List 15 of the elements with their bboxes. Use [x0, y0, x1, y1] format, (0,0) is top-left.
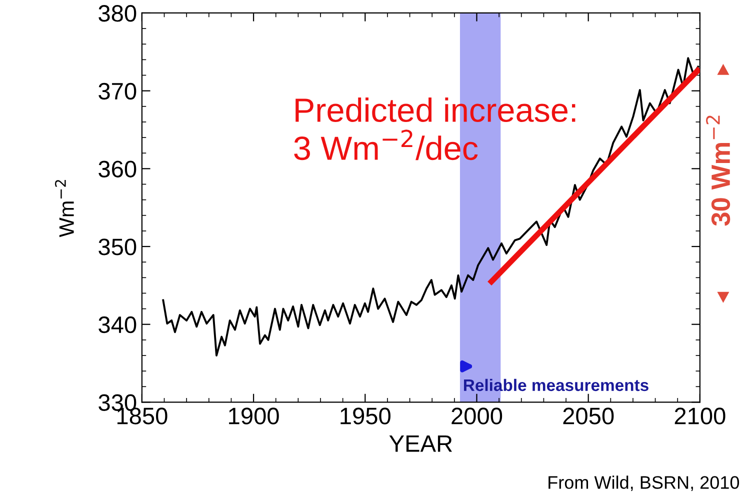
y-tick-label: 340 — [98, 316, 136, 334]
y-tick-label: 350 — [98, 238, 136, 256]
annotation: Predicted increase: 3 Wm$^{−2}$/dec — [294, 98, 576, 160]
x-tick-label: 2050 — [563, 408, 614, 424]
x-tick-label: 2000 — [452, 408, 502, 424]
y-tick-label: 360 — [98, 160, 136, 178]
text: 30 Wm$^{−2}$ — [706, 116, 730, 226]
x-tick-label: 1900 — [229, 408, 279, 424]
text: From Wild, BSRN, 2010 — [548, 476, 740, 492]
y-tick-label: 380 — [98, 5, 136, 22]
y-axis-title: Wm$^{−2}$ — [54, 180, 74, 238]
y-tick-label: 370 — [98, 82, 136, 100]
x-axis-title: YEAR — [389, 435, 452, 452]
x-tick-label: 1950 — [340, 408, 390, 424]
x-tick-label: 2100 — [674, 408, 726, 424]
